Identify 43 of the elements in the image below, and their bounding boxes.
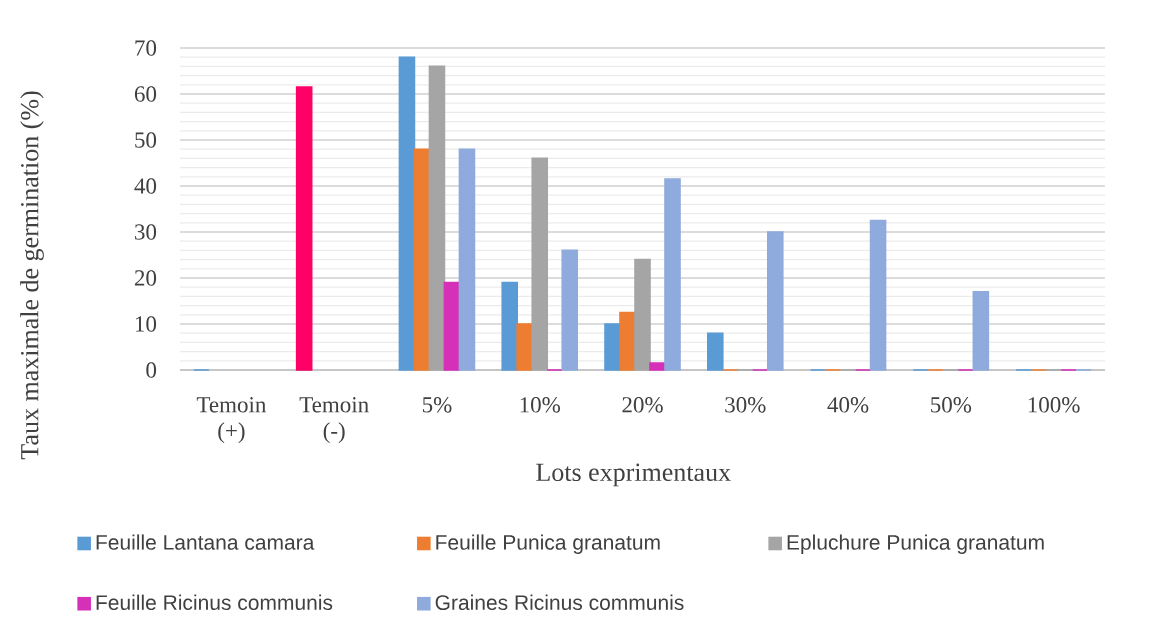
x-tick-label: 40% xyxy=(827,397,869,413)
bar xyxy=(869,219,887,371)
y-tick-label: 40 xyxy=(134,178,157,194)
bar xyxy=(428,65,446,371)
legend-label: Epluchure Punica granatum xyxy=(787,534,1044,554)
bar xyxy=(398,56,416,371)
legend-label: Graines Ricinus communis xyxy=(435,594,684,611)
bar xyxy=(531,157,549,371)
x-tick-label: Temoin (+) xyxy=(196,397,267,444)
bar xyxy=(501,281,519,371)
x-tick-label: 5% xyxy=(422,397,452,413)
legend-label: Feuille Lantana camara xyxy=(96,534,315,550)
x-tick-label: 20% xyxy=(622,397,663,413)
x-axis-title: Lots exprimentaux xyxy=(536,463,731,487)
legend-label: Feuille Punica granatum xyxy=(436,534,660,554)
x-tick-label: 100% xyxy=(1028,397,1080,413)
bar xyxy=(706,332,724,371)
x-tick-label: 10% xyxy=(520,397,561,413)
bar xyxy=(604,323,621,371)
bar xyxy=(664,178,681,371)
y-tick-label: 30 xyxy=(135,224,157,240)
y-tick-label: 10 xyxy=(135,316,157,332)
bar xyxy=(619,311,636,371)
bar xyxy=(443,281,461,371)
bar xyxy=(295,86,313,371)
x-tick-label: 30% xyxy=(725,397,766,413)
y-tick-label: 60 xyxy=(134,86,157,102)
y-tick-label: 20 xyxy=(134,270,157,286)
bar xyxy=(458,148,476,371)
y-axis-title: Taux maximale de germination (%) xyxy=(20,91,44,460)
bar xyxy=(634,258,651,371)
bar xyxy=(766,231,784,371)
bar xyxy=(516,323,534,371)
legend-label: Feuille Ricinus communis xyxy=(96,594,333,611)
x-tick-label: Temoin (-) xyxy=(299,397,369,444)
bar xyxy=(413,148,431,371)
y-tick-label: 0 xyxy=(146,362,157,378)
y-tick-label: 70 xyxy=(135,40,157,56)
bar xyxy=(649,362,666,371)
bar xyxy=(972,290,990,371)
x-tick-label: 50% xyxy=(931,397,972,413)
y-tick-label: 50 xyxy=(135,132,157,148)
bar xyxy=(561,249,579,371)
